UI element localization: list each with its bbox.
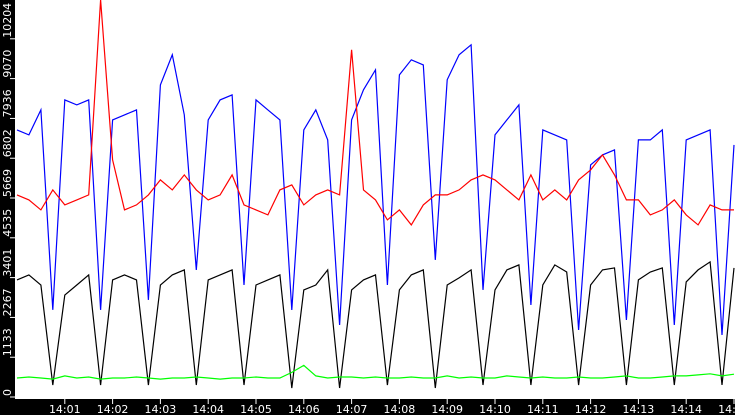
y-tick-label: 4535 bbox=[1, 209, 14, 237]
x-tick-label: 14:11 bbox=[527, 403, 559, 415]
x-tick-label: 14:05 bbox=[240, 403, 272, 415]
x-tick-label: 14:09 bbox=[431, 403, 463, 415]
x-tick-label: 14:07 bbox=[336, 403, 368, 415]
x-tick-label: 14:04 bbox=[192, 403, 224, 415]
series-line-0 bbox=[16, 43, 735, 336]
y-tick-label: 5669 bbox=[1, 169, 14, 197]
series-line-1 bbox=[16, 0, 734, 226]
x-tick-label: 14:10 bbox=[479, 403, 511, 415]
x-tick-label: 14:08 bbox=[384, 403, 416, 415]
y-axis: 0113322673401453556696802793690701020411… bbox=[1, 3, 15, 398]
x-tick-label: 14:13 bbox=[623, 403, 655, 415]
y-tick-label: 1133 bbox=[1, 328, 14, 356]
y-tick-label: 7936 bbox=[1, 89, 14, 117]
y-tick-label: 6802 bbox=[1, 129, 14, 157]
y-tick-label: 10204 bbox=[1, 3, 14, 38]
x-tick-label: 14:06 bbox=[288, 403, 320, 415]
series-lines bbox=[16, 0, 735, 389]
x-tick-label: 14:01 bbox=[49, 403, 81, 415]
y-tick-label: 2267 bbox=[1, 288, 14, 316]
x-tick-label: 14:12 bbox=[575, 403, 607, 415]
series-line-2 bbox=[16, 260, 735, 389]
x-tick-label: 14:02 bbox=[97, 403, 129, 415]
y-tick-label: 9070 bbox=[1, 50, 14, 78]
x-axis: 14:01 14:02 14:03 14:04 14:05 14:06 14:07 14:08… bbox=[49, 399, 735, 415]
x-tick-label: 14:15 bbox=[718, 403, 735, 415]
y-tick-label: 0 bbox=[1, 389, 14, 396]
x-tick-label: 14:03 bbox=[145, 403, 177, 415]
y-tick-label: 3401 bbox=[1, 249, 14, 277]
x-tick-label: 14:14 bbox=[670, 403, 702, 415]
series-line-3 bbox=[16, 364, 735, 380]
